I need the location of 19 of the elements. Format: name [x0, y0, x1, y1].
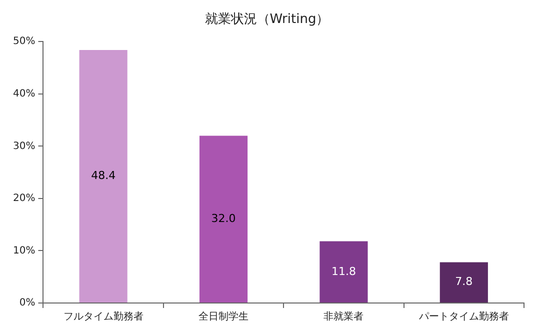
y-tick-label: 40%	[12, 88, 36, 100]
y-tick-label: 50%	[12, 36, 36, 48]
y-tick-label: 20%	[12, 193, 36, 204]
data-label: 11.8	[331, 264, 356, 278]
x-tick-label: フルタイム勤務者	[63, 310, 144, 323]
bar	[320, 241, 368, 302]
y-tick-label: 0%	[19, 298, 36, 309]
data-label: 48.4	[91, 169, 116, 182]
data-label: 7.8	[455, 275, 473, 288]
y-tick-label: 10%	[12, 245, 36, 256]
bar	[79, 50, 128, 302]
bar	[440, 262, 488, 302]
data-label: 32.0	[211, 212, 236, 225]
x-tick-label: パートタイム勤務者	[418, 310, 509, 323]
chart-title: 就業状況（Writing）	[204, 12, 330, 28]
x-tick-label: 非就業者	[324, 310, 364, 323]
y-tick-label: 30%	[12, 140, 36, 152]
bar	[199, 136, 248, 302]
x-tick-label: 全日制学生	[198, 310, 249, 323]
